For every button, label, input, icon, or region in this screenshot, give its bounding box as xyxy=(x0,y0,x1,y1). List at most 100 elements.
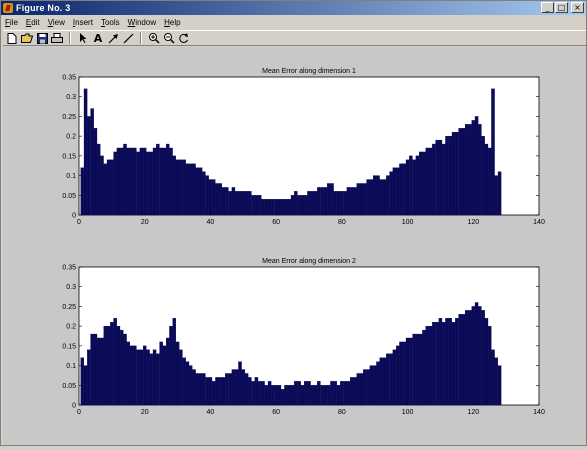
bar xyxy=(369,365,374,406)
bar xyxy=(123,143,127,216)
axes-dimension-1[interactable]: 0 20 40 60 80 100 120 140 0 0.05 0.1 0.15 0.2 0.25 0.… xyxy=(62,68,545,226)
bar xyxy=(340,381,344,406)
y-tick-label: 0.05 xyxy=(62,193,76,200)
bar xyxy=(451,322,456,406)
bar xyxy=(405,159,410,216)
title-bar[interactable]: Figure No. 3 _ □ × xyxy=(1,1,586,15)
maximize-button[interactable]: □ xyxy=(555,2,568,13)
bar xyxy=(172,155,176,216)
x-tick-label: 100 xyxy=(402,409,414,416)
bar xyxy=(333,191,337,216)
bar xyxy=(133,345,137,406)
bar xyxy=(221,187,226,216)
bar xyxy=(244,191,249,216)
bar xyxy=(392,167,397,216)
x-tick-label: 0 xyxy=(77,219,81,226)
close-button[interactable]: × xyxy=(571,2,584,13)
y-tick-label: 0.2 xyxy=(66,134,76,141)
zoom-out-icon[interactable] xyxy=(163,32,175,44)
menu-help[interactable]: Help xyxy=(164,17,181,27)
menu-view[interactable]: View xyxy=(47,17,65,27)
bar xyxy=(317,381,321,406)
window-controls: _ □ × xyxy=(541,2,584,13)
bar xyxy=(244,373,249,406)
bar xyxy=(366,179,370,216)
line-tool-icon[interactable] xyxy=(122,32,134,44)
open-folder-icon[interactable] xyxy=(21,32,33,44)
bar xyxy=(432,143,436,216)
minimize-button[interactable]: _ xyxy=(541,2,554,13)
menu-insert[interactable]: Insert xyxy=(72,17,93,27)
bar xyxy=(402,341,406,406)
bar xyxy=(438,318,443,406)
bar xyxy=(458,314,462,406)
bar xyxy=(425,325,429,406)
bar xyxy=(251,381,255,406)
arrow-tool-icon[interactable] xyxy=(107,32,119,44)
bar xyxy=(182,159,186,216)
bar xyxy=(478,124,482,216)
bar xyxy=(80,357,84,406)
text-tool-icon[interactable]: A xyxy=(93,31,103,45)
bar xyxy=(152,349,157,406)
bar xyxy=(343,191,347,216)
bar xyxy=(218,183,222,216)
bar xyxy=(363,369,367,406)
bar xyxy=(287,199,291,216)
x-tick-label: 100 xyxy=(402,219,414,226)
bar xyxy=(287,385,291,406)
bar xyxy=(87,349,91,406)
bar xyxy=(189,163,193,216)
x-tick-label: 20 xyxy=(141,409,149,416)
bar xyxy=(179,349,183,406)
bar xyxy=(389,353,393,406)
y-tick-label: 0.2 xyxy=(66,324,76,331)
menu-window[interactable]: Window xyxy=(127,17,157,27)
axes-dimension-2[interactable]: 0 20 40 60 80 100 120 140 0 0.05 0.1 0.15 0.2 0.25 0.… xyxy=(62,258,545,416)
bar xyxy=(162,147,167,216)
bar xyxy=(448,135,452,216)
bar xyxy=(192,369,196,406)
menu-file[interactable]: File xyxy=(5,17,18,27)
arrow-pointer-icon[interactable] xyxy=(77,32,89,44)
bar xyxy=(455,318,459,406)
bar xyxy=(415,333,420,406)
axes-2-bars xyxy=(80,302,502,406)
bar xyxy=(419,151,423,216)
menu-edit[interactable]: Edit xyxy=(25,17,40,27)
bar xyxy=(212,179,216,216)
bar xyxy=(327,183,331,216)
bar xyxy=(310,191,314,216)
y-tick-label: 0.1 xyxy=(66,173,76,180)
bar xyxy=(300,385,305,406)
rotate-icon[interactable] xyxy=(178,32,190,44)
bar xyxy=(435,139,439,216)
bar xyxy=(373,365,377,406)
bar xyxy=(412,159,416,216)
menu-tools[interactable]: Tools xyxy=(100,17,120,27)
bar xyxy=(267,381,272,406)
y-tick-label: 0.1 xyxy=(66,363,76,370)
bar xyxy=(251,195,255,216)
printer-icon[interactable] xyxy=(51,32,63,44)
bar xyxy=(116,147,121,216)
bar xyxy=(455,132,459,216)
axes-2-title: Mean Error along dimension 2 xyxy=(262,258,356,265)
bar xyxy=(294,191,298,216)
bar xyxy=(281,199,285,216)
bar xyxy=(238,361,242,406)
bar xyxy=(182,357,186,406)
bar xyxy=(389,171,393,216)
bar xyxy=(474,116,479,216)
bar xyxy=(442,322,446,406)
bar xyxy=(435,322,439,406)
zoom-in-icon[interactable] xyxy=(148,32,160,44)
save-disk-icon[interactable] xyxy=(36,32,48,44)
bar xyxy=(113,151,117,216)
new-file-icon[interactable] xyxy=(6,32,18,44)
menu-bar: File Edit View Insert Tools Window Help xyxy=(3,16,181,28)
bar xyxy=(307,191,311,216)
bar xyxy=(166,337,170,406)
bar xyxy=(215,377,219,406)
bar xyxy=(110,322,114,406)
